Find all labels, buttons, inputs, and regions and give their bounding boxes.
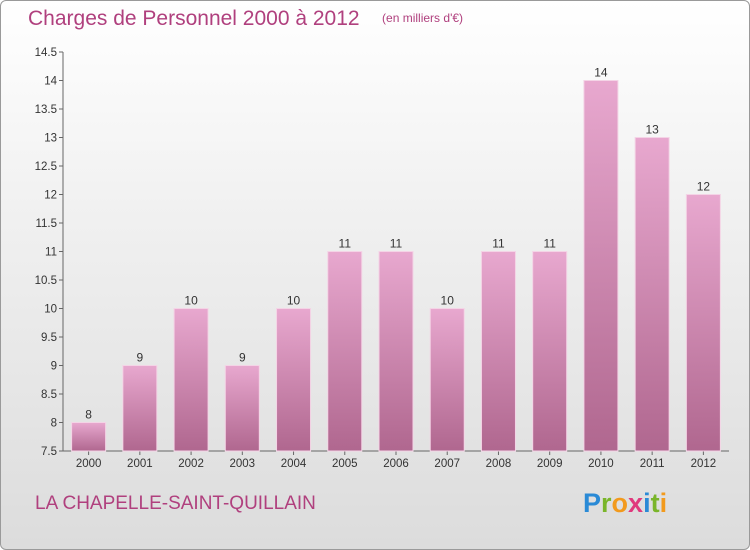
y-tick-label: 9	[51, 361, 57, 373]
bar-value-label: 11	[492, 237, 505, 251]
proxiti-logo: Proxiti	[583, 488, 667, 519]
x-tick-label: 2006	[383, 458, 409, 470]
logo-letter: o	[611, 488, 629, 518]
logo-letter: r	[601, 488, 612, 518]
bar-value-label: 8	[85, 408, 92, 422]
bar-value-label: 11	[543, 237, 556, 251]
y-tick-label: 14	[44, 76, 57, 88]
value-labels: 8 9 10 9 10 11 11 10 11 11 14 13 12	[85, 66, 710, 422]
y-tick-label: 12.5	[35, 161, 57, 173]
bar	[583, 80, 619, 452]
title-row: Charges de Personnel 2000 à 2012 (en mil…	[28, 7, 463, 31]
x-tick-label: 2005	[332, 458, 358, 470]
x-tick-label: 2007	[434, 458, 460, 470]
y-tick-label: 13.5	[35, 104, 57, 116]
x-tick-label: 2004	[281, 458, 307, 470]
logo-letter: t	[650, 488, 660, 518]
logo-letter: i	[659, 488, 668, 518]
bar	[173, 308, 209, 452]
bar	[685, 194, 721, 452]
bar-value-label: 9	[137, 351, 144, 365]
y-tick-label: 12	[44, 190, 57, 202]
y-tick-label: 11	[45, 247, 57, 259]
bar	[480, 251, 516, 452]
y-tick-label: 8.5	[41, 389, 57, 401]
chart-title: Charges de Personnel 2000 à 2012	[28, 7, 360, 30]
y-tick-label: 10.5	[35, 275, 57, 287]
bars	[71, 80, 721, 452]
bar-value-label: 12	[697, 180, 711, 194]
bar-value-label: 11	[390, 237, 403, 251]
bar	[327, 251, 363, 452]
bar-value-label: 11	[339, 237, 352, 251]
commune-name: LA CHAPELLE-SAINT-QUILLAIN	[35, 493, 316, 514]
x-tick-label: 2001	[127, 458, 153, 470]
bar	[378, 251, 414, 452]
y-tick-label: 11.5	[35, 218, 57, 230]
bar-value-label: 10	[441, 294, 455, 308]
bar	[634, 137, 670, 452]
x-tick-label: 2012	[691, 458, 717, 470]
x-tick-label: 2000	[76, 458, 102, 470]
logo-letter: x	[628, 488, 644, 518]
bar-value-label: 13	[645, 123, 659, 137]
logo-letter: i	[643, 488, 651, 518]
x-tick-label: 2003	[230, 458, 256, 470]
chart-subtitle: (en milliers d'€)	[382, 11, 464, 25]
y-tick-label: 14.5	[35, 47, 57, 59]
y-tick-label: 7.5	[41, 446, 57, 458]
x-tick-label: 2002	[178, 458, 204, 470]
bar-value-label: 9	[239, 351, 246, 365]
bar	[71, 422, 107, 452]
y-tick-label: 9.5	[41, 332, 57, 344]
x-tick-label: 2011	[640, 458, 665, 470]
logo-letter: P	[583, 488, 602, 518]
bar	[532, 251, 568, 452]
bar	[122, 365, 158, 452]
x-tick-label: 2008	[486, 458, 512, 470]
y-axis: 7.5 8 8.5 9 9.5 10 10.5 11 11.5 12 12.5 13 13.5 14 14.…	[35, 47, 64, 458]
y-tick-label: 13	[44, 133, 57, 145]
x-axis: 2000 2001 2002 2003 2004 2005 2006 2007 2008 2009…	[63, 450, 729, 470]
y-tick-label: 8	[51, 418, 57, 430]
x-tick-label: 2010	[588, 458, 614, 470]
bar-value-label: 10	[184, 294, 198, 308]
bar-value-label: 14	[594, 66, 608, 80]
y-tick-label: 10	[44, 304, 57, 316]
bar-value-label: 10	[287, 294, 301, 308]
bar	[429, 308, 465, 452]
bar	[276, 308, 312, 452]
x-tick-label: 2009	[537, 458, 563, 470]
bar	[224, 365, 260, 452]
